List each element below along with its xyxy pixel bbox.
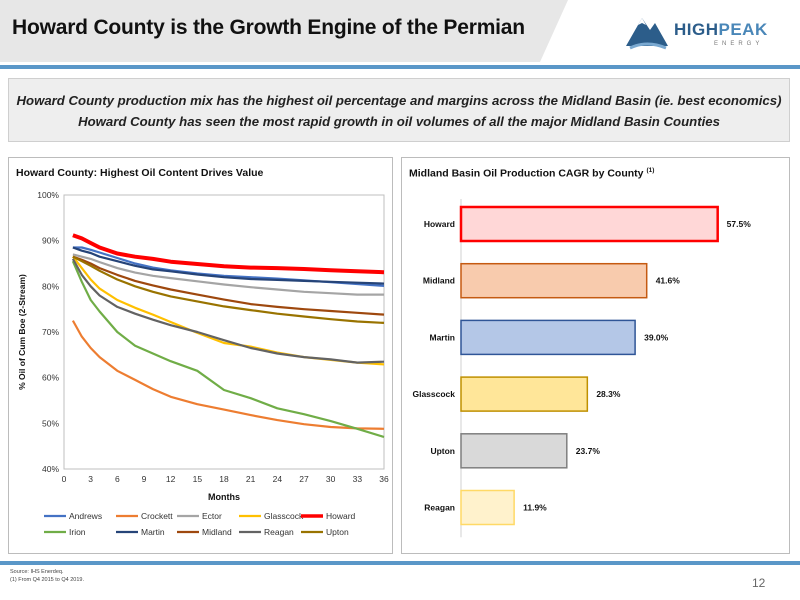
- legend-label-howard: Howard: [326, 511, 356, 521]
- bar-value-label-glasscock: 28.3%: [596, 389, 621, 399]
- x-tick-label: 21: [246, 474, 256, 484]
- x-tick-label: 6: [115, 474, 120, 484]
- legend-label-andrews: Andrews: [69, 511, 102, 521]
- x-tick-label: 12: [166, 474, 176, 484]
- bar-martin: [460, 319, 636, 356]
- bar-category-label-upton: Upton: [430, 446, 455, 456]
- summary-box: Howard County production mix has the hig…: [8, 78, 790, 142]
- bar-value-label-reagan: 11.9%: [523, 503, 547, 513]
- cagr-bar-chart: Howard 57.5% Midland 41.6% Martin 39.0% Glassc…: [412, 199, 752, 538]
- footnote-1: (1) From Q4 2015 to Q4 2019.: [10, 577, 84, 583]
- oil-content-line-chart: 40%50%60%70%80%90%100%0 3 6 9 12 15 18 21 24 27 30…: [17, 190, 389, 537]
- bar-category-label-reagan: Reagan: [424, 503, 455, 513]
- x-tick-label: 30: [326, 474, 336, 484]
- x-tick-label: 15: [193, 474, 203, 484]
- bar-value-label-howard: 57.5%: [727, 219, 752, 229]
- y-tick-label: 60%: [42, 373, 59, 383]
- y-tick-label: 40%: [42, 464, 59, 474]
- footnotes: Source: IHS Enerdeq. (1) From Q4 2015 to…: [10, 568, 84, 584]
- page-title: Howard County is the Growth Engine of th…: [12, 16, 525, 39]
- series-line-midland: [72, 255, 385, 316]
- series-line-ector: [72, 253, 384, 296]
- bar-value-label-upton: 23.7%: [576, 446, 601, 456]
- footer-rule: [0, 561, 800, 565]
- mountain-logo-icon: [626, 18, 668, 50]
- bar-category-label-midland: Midland: [423, 276, 455, 286]
- bar-glasscock: [460, 376, 589, 412]
- series-line-irion: [71, 260, 385, 439]
- bar-value-label-martin: 39.0%: [644, 332, 669, 342]
- legend-label-glasscock: Glasscock: [264, 511, 304, 521]
- line-chart-title: Howard County: Highest Oil Content Drive…: [16, 167, 264, 179]
- x-tick-label: 0: [62, 474, 67, 484]
- series-line-reagan: [71, 258, 385, 364]
- bar-reagan: [460, 489, 515, 526]
- oil-content-chart-panel: Howard County: Highest Oil Content Drive…: [8, 157, 393, 554]
- bar-chart-title-note: (1): [646, 167, 655, 174]
- logo-subtitle: ENERGY: [714, 41, 764, 47]
- legend-label-crockett: Crockett: [141, 511, 173, 521]
- series-line-howard: [72, 233, 385, 275]
- bar-chart-title: Midland Basin Oil Production CAGR by Cou…: [409, 167, 644, 180]
- logo-text-peak: PEAK: [718, 20, 768, 39]
- header-rule: [0, 65, 800, 69]
- summary-line-2: Howard County has seen the most rapid gr…: [78, 114, 720, 129]
- y-tick-label: 100%: [37, 190, 59, 200]
- legend-label-midland: Midland: [202, 527, 232, 537]
- legend-label-reagan: Reagan: [264, 527, 294, 537]
- bar-howard: [459, 205, 719, 243]
- y-axis-label: % Oil of Cum Boe (2-Stream): [17, 274, 27, 390]
- footnote-source: Source: IHS Enerdeq.: [10, 569, 64, 575]
- legend-label-martin: Martin: [141, 527, 165, 537]
- bar-midland: [460, 262, 648, 299]
- logo-text-high: HIGH: [674, 20, 719, 39]
- series-line-upton: [72, 255, 385, 324]
- x-tick-label: 33: [353, 474, 363, 484]
- y-tick-label: 50%: [42, 418, 59, 428]
- x-tick-label: 18: [219, 474, 229, 484]
- x-tick-label: 24: [273, 474, 283, 484]
- bar-chart-title-wrap: Midland Basin Oil Production CAGR by Cou…: [409, 167, 654, 180]
- cagr-chart-panel: Midland Basin Oil Production CAGR by Cou…: [401, 157, 790, 554]
- legend-label-ector: Ector: [202, 511, 222, 521]
- series-line-martin: [72, 246, 385, 285]
- y-tick-label: 90%: [42, 236, 59, 246]
- x-tick-label: 9: [142, 474, 147, 484]
- header-logo-area: [540, 0, 800, 62]
- summary-line-1: Howard County production mix has the hig…: [16, 93, 782, 108]
- legend-label-irion: Irion: [69, 527, 86, 537]
- bar-category-label-martin: Martin: [430, 332, 456, 342]
- legend-label-upton: Upton: [326, 527, 349, 537]
- company-logo: HIGHPEAK ENERGY: [622, 8, 782, 54]
- x-tick-label: 36: [379, 474, 389, 484]
- y-tick-label: 70%: [42, 327, 59, 337]
- plot-area: [63, 194, 385, 470]
- bar-value-label-midland: 41.6%: [656, 276, 681, 286]
- x-tick-label: 27: [299, 474, 309, 484]
- bar-category-label-howard: Howard: [424, 219, 455, 229]
- x-axis-label: Months: [208, 492, 240, 502]
- bar-category-label-glasscock: Glasscock: [412, 389, 455, 399]
- series-line-crockett: [71, 320, 385, 430]
- x-tick-label: 3: [88, 474, 93, 484]
- y-tick-label: 80%: [42, 281, 59, 291]
- logo-wordmark: HIGHPEAK: [674, 20, 768, 40]
- bar-upton: [460, 433, 568, 469]
- page-number: 12: [752, 576, 766, 590]
